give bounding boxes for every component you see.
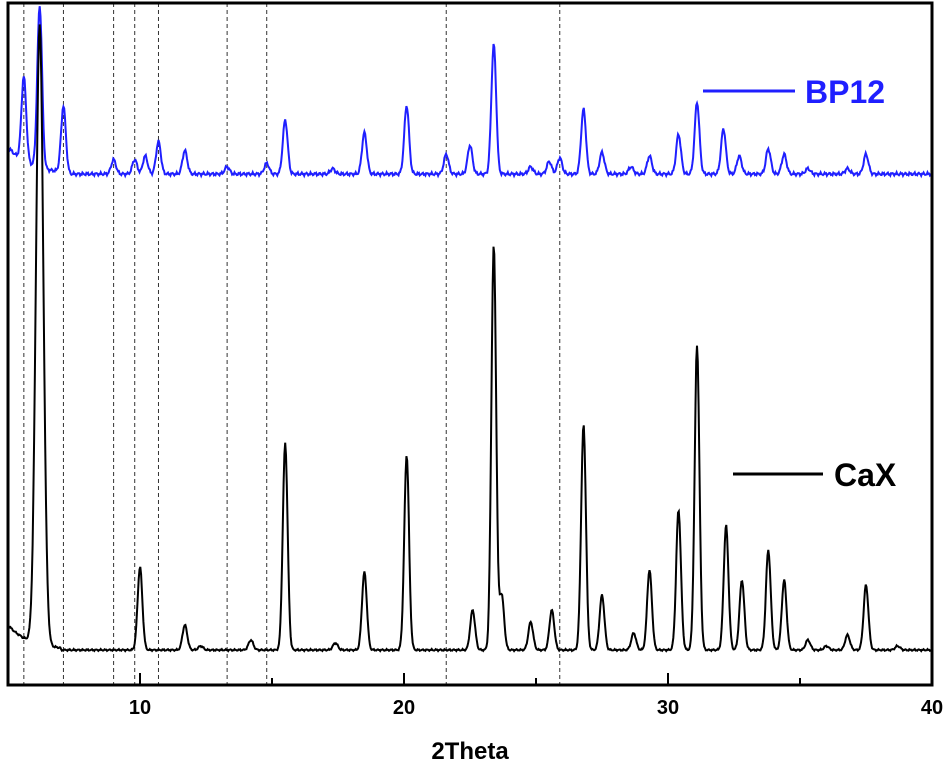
x-axis-title: 2Theta xyxy=(431,738,509,765)
reference-lines xyxy=(23,3,561,685)
legend-label-cax: CaX xyxy=(834,457,897,493)
series-layer xyxy=(7,6,933,653)
series-line-bp12 xyxy=(7,6,933,179)
x-tick-label-10: 10 xyxy=(129,697,151,719)
x-axis-ticks xyxy=(7,673,933,685)
legend-label-bp12: BP12 xyxy=(805,74,885,110)
plot-frame xyxy=(6,1,934,687)
legend: BP12 CaX xyxy=(703,74,897,493)
x-axis-tick-labels: 10 20 30 40 xyxy=(129,697,943,719)
x-tick-label-20: 20 xyxy=(393,697,415,719)
x-tick-label-40: 40 xyxy=(921,697,943,719)
series-line-cax xyxy=(7,24,933,653)
x-tick-label-30: 30 xyxy=(657,697,679,719)
